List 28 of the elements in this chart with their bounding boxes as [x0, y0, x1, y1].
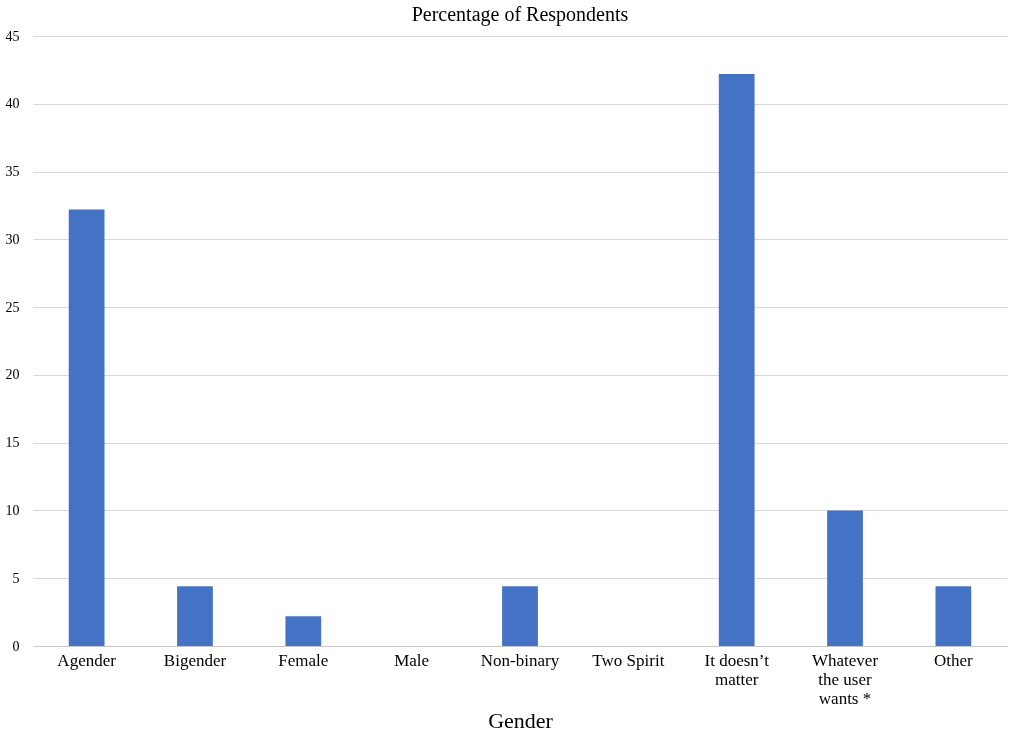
y-tick-label: 30 — [5, 231, 20, 247]
x-tick-label: Non-binary — [480, 650, 560, 670]
x-tick-label: Other — [934, 650, 974, 670]
x-tick-label: Bigender — [163, 650, 227, 670]
bar — [68, 209, 105, 646]
y-tick-label: 40 — [5, 96, 20, 112]
y-tick-label: 45 — [5, 28, 20, 44]
x-tick-label: Two Spirit — [592, 650, 665, 670]
y-tick-label: 20 — [5, 367, 20, 383]
chart-title: Percentage of Respondents — [411, 3, 629, 26]
x-tick-label: It doesn’t matter — [704, 650, 770, 689]
bar — [827, 510, 863, 646]
y-tick-label: 10 — [5, 502, 20, 518]
x-tick-label: Male — [394, 650, 430, 670]
x-tick-label: Agender — [57, 650, 117, 670]
bar — [935, 586, 972, 646]
bar — [718, 73, 755, 646]
bar — [285, 616, 322, 646]
y-tick-label: 0 — [12, 638, 20, 654]
bar — [502, 586, 538, 646]
y-tick-label: 25 — [5, 299, 20, 315]
y-tick-label: 5 — [12, 570, 20, 586]
y-tick-label: 15 — [5, 435, 20, 451]
x-axis-title: Gender — [488, 707, 554, 733]
y-tick-label: 35 — [5, 164, 20, 180]
x-tick-label: Whatever the user wants * — [811, 650, 879, 708]
bar — [177, 586, 213, 646]
x-tick-label: Female — [278, 650, 329, 670]
